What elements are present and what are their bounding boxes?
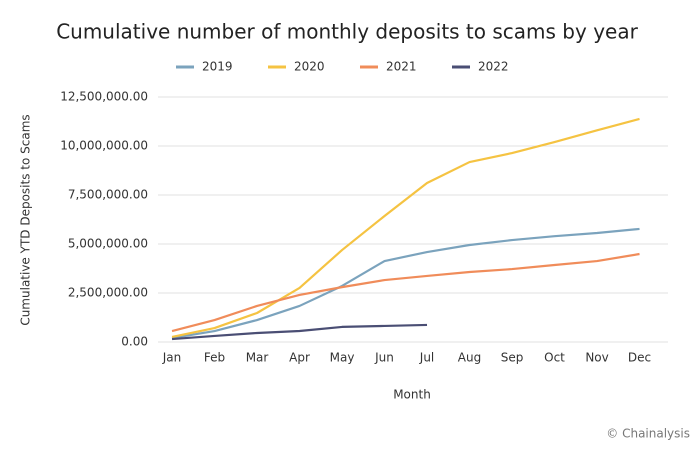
- x-axis-title: Month: [393, 388, 431, 402]
- x-tick-label: Apr: [289, 351, 310, 365]
- x-tick-label: Jul: [419, 351, 434, 365]
- legend-label: 2021: [386, 60, 417, 74]
- x-tick-label: Oct: [544, 351, 565, 365]
- x-tick-label: Jun: [374, 351, 394, 365]
- y-tick-label: 2,500,000.00: [68, 286, 148, 300]
- series-line: [171, 252, 640, 333]
- x-tick-label: Mar: [246, 351, 269, 365]
- x-tick-label: Feb: [204, 351, 225, 365]
- x-tick-label: Dec: [628, 351, 651, 365]
- x-tick-label: Nov: [585, 351, 608, 365]
- x-tick-label: Jan: [162, 351, 182, 365]
- series-line: [171, 117, 640, 338]
- x-tick-label: Aug: [458, 351, 481, 365]
- chart-title: Cumulative number of monthly deposits to…: [56, 20, 638, 44]
- y-tick-label: 7,500,000.00: [68, 188, 148, 202]
- x-tick-label: Sep: [501, 351, 524, 365]
- y-tick-label: 12,500,000.00: [60, 90, 148, 104]
- legend-label: 2020: [294, 60, 325, 74]
- legend-label: 2022: [478, 60, 509, 74]
- y-tick-label: 5,000,000.00: [68, 237, 148, 251]
- source: © Chainalysis: [606, 427, 690, 441]
- series-line: [171, 227, 640, 340]
- x-tick-label: May: [330, 351, 355, 365]
- series-line: [171, 323, 428, 341]
- y-tick-label: 0.00: [121, 335, 148, 349]
- y-axis-title: Cumulative YTD Deposits to Scams: [19, 114, 33, 325]
- legend-label: 2019: [202, 60, 233, 74]
- y-tick-label: 10,000,000.00: [60, 139, 148, 153]
